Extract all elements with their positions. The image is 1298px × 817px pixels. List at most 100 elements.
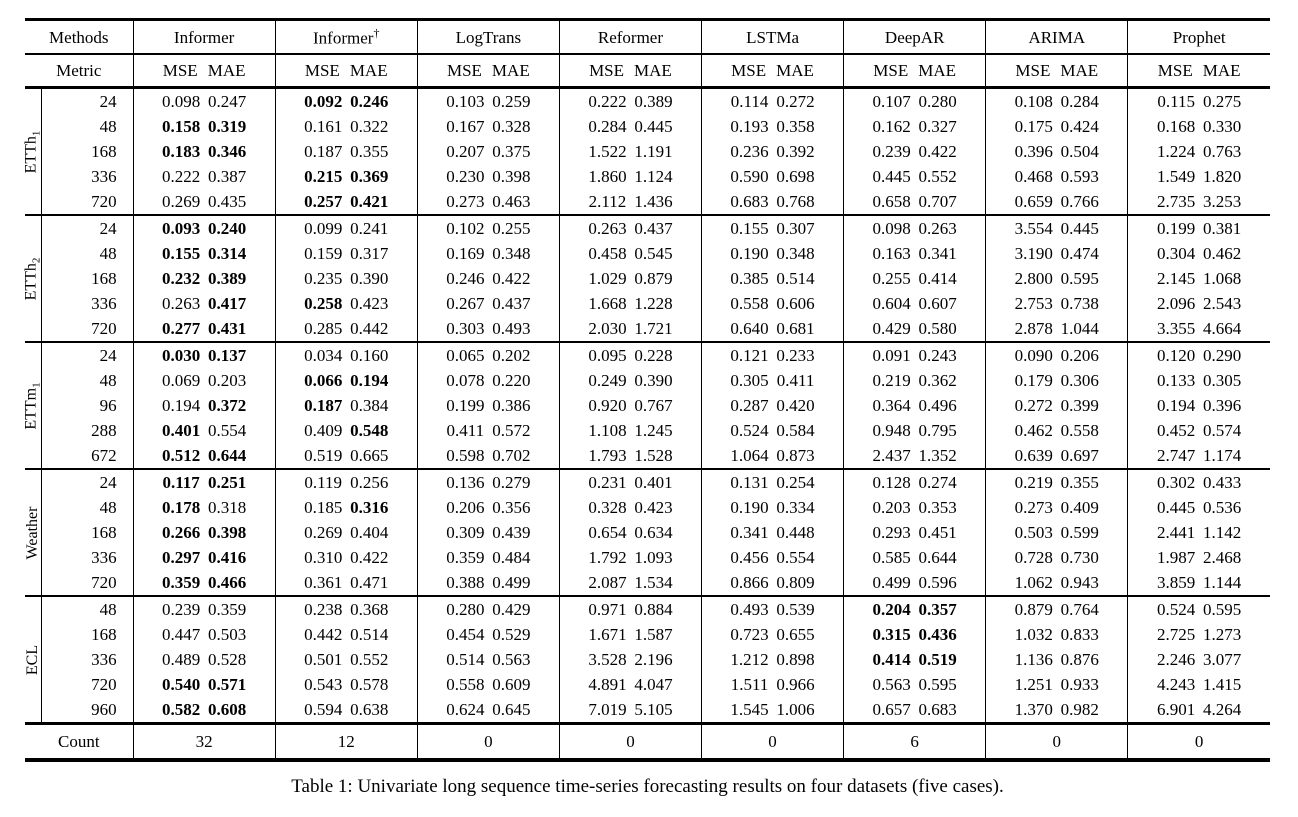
metric-cell: 0.159 0.317 (275, 241, 418, 266)
dataset-label: ETTh2 (22, 215, 42, 343)
metric-cell: 0.207 0.375 (417, 139, 560, 164)
method-header: ARIMA (985, 18, 1129, 55)
mae-value: 0.879 (634, 269, 673, 288)
mse-value: 2.753 (1014, 294, 1053, 313)
mse-value: 0.091 (872, 346, 911, 365)
horizon-cell: 24 (41, 342, 134, 368)
horizon-cell: 336 (41, 647, 134, 672)
mse-value: 1.545 (730, 700, 769, 719)
mse-value: 0.341 (730, 523, 769, 542)
mse-value: 0.728 (1014, 548, 1053, 567)
mae-value: 0.404 (350, 523, 389, 542)
metric-cell: 0.445 0.552 (843, 164, 987, 189)
mae-value: 0.554 (776, 548, 815, 567)
mae-value: 0.314 (207, 244, 247, 263)
mse-value: 0.117 (162, 473, 200, 492)
mse-value: 0.447 (161, 625, 201, 644)
mae-value: 0.595 (918, 675, 957, 694)
mae-value: 0.423 (350, 294, 389, 313)
metric-cell: 0.230 0.398 (417, 164, 560, 189)
metric-cell: 0.519 0.665 (275, 443, 418, 470)
mse-value: 0.266 (161, 523, 201, 542)
mse-value: 1.136 (1014, 650, 1053, 669)
metric-cell: 0.447 0.503 (133, 622, 276, 647)
horizon-cell: 720 (41, 570, 134, 597)
dataset-label: Weather (24, 469, 42, 597)
mae-value: 0.160 (350, 346, 389, 365)
mse-value: 0.269 (304, 523, 343, 542)
mae-value: 0.563 (492, 650, 531, 669)
metric-cell: 0.657 0.683 (843, 697, 987, 725)
mse-value: 0.280 (446, 600, 485, 619)
mse-value: 1.549 (1157, 167, 1196, 186)
methods-corner-label: Methods (25, 18, 134, 55)
mse-value: 2.735 (1157, 192, 1196, 211)
method-header: LSTMa (701, 18, 845, 55)
mse-value: 0.093 (161, 219, 201, 238)
mae-value: 1.228 (634, 294, 673, 313)
mae-value: 0.375 (492, 142, 531, 161)
mae-value: 0.254 (776, 473, 815, 492)
mae-value: 0.355 (350, 142, 389, 161)
mae-value: 1.142 (1203, 523, 1242, 542)
mae-value: 0.474 (1060, 244, 1099, 263)
mae-value: 0.554 (207, 421, 247, 440)
mse-value: 0.429 (872, 319, 911, 338)
metric-cell: 0.155 0.307 (701, 215, 845, 241)
mse-value: 0.222 (161, 167, 201, 186)
mae-value: 0.358 (776, 117, 815, 136)
metric-cell: 0.414 0.519 (843, 647, 987, 672)
metric-cell: 0.091 0.243 (843, 342, 987, 368)
metric-cell: 0.512 0.644 (133, 443, 276, 470)
method-dagger: † (373, 26, 380, 41)
mae-value: 0.356 (492, 498, 531, 517)
metric-cell: 0.158 0.319 (133, 114, 276, 139)
mae-value: 0.420 (776, 396, 815, 415)
dataset-label-text: ETTm1 (22, 382, 42, 429)
mse-value: 0.190 (730, 498, 769, 517)
mae-value: 0.389 (207, 269, 247, 288)
mse-value: 2.145 (1157, 269, 1196, 288)
metric-cell: 0.169 0.348 (417, 241, 560, 266)
mse-value: 0.524 (1157, 600, 1196, 619)
metric-cell: 0.284 0.445 (559, 114, 703, 139)
mae-value: 1.352 (918, 446, 957, 465)
mse-value: 3.528 (588, 650, 627, 669)
metric-cell: 0.269 0.435 (133, 189, 276, 216)
mae-value: 0.593 (1060, 167, 1099, 186)
metric-cell: 0.108 0.284 (985, 87, 1129, 114)
mae-value: 0.496 (918, 396, 957, 415)
mae-value: 0.876 (1060, 650, 1099, 669)
metric-cell: 0.222 0.389 (559, 87, 703, 114)
metric-cell: 4.891 4.047 (559, 672, 703, 697)
metric-cell: 2.112 1.436 (559, 189, 703, 216)
mse-value: 0.540 (161, 675, 201, 694)
metric-cell: 0.030 0.137 (133, 342, 276, 368)
mae-value: 0.243 (918, 346, 957, 365)
mse-value: 0.207 (446, 142, 485, 161)
mae-value: 0.316 (350, 498, 389, 517)
mae-value: 0.241 (350, 219, 389, 238)
mae-value: 0.898 (776, 650, 815, 669)
mae-value: 2.468 (1203, 548, 1242, 567)
count-value: 32 (133, 722, 276, 762)
mse-value: 0.303 (446, 319, 485, 338)
metric-cell: 0.114 0.272 (701, 87, 845, 114)
mae-value: 0.372 (207, 396, 247, 415)
metric-header-row: Metric MSE MAE MSE MAE MSE MAE MSE MAE MSE MAE MSE… (25, 54, 1270, 89)
mse-value: 0.167 (446, 117, 485, 136)
metric-pair-header: MSE MAE (1127, 54, 1270, 89)
metric-cell: 0.175 0.424 (985, 114, 1129, 139)
metric-cell: 0.093 0.240 (133, 215, 276, 241)
mae-value: 0.137 (207, 346, 247, 365)
mse-value: 0.503 (1014, 523, 1053, 542)
metric-cell: 0.328 0.423 (559, 495, 703, 520)
metric-cell: 0.401 0.554 (133, 418, 276, 443)
mse-value: 0.232 (161, 269, 201, 288)
mae-value: 0.247 (207, 92, 247, 111)
mse-value: 0.411 (446, 421, 485, 440)
metric-cell: 1.370 0.982 (985, 697, 1129, 725)
metric-pair-header: MSE MAE (275, 54, 418, 89)
mae-value: 0.463 (492, 192, 531, 211)
mae-value: 0.387 (207, 167, 247, 186)
